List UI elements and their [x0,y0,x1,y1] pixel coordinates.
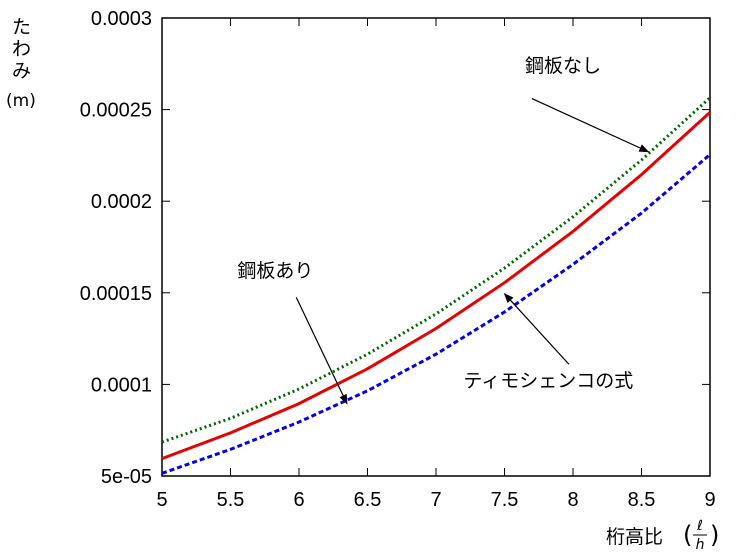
x-axis-label-text: 桁高比 [606,526,663,548]
x-tick-label: 6.5 [354,489,382,511]
x-tick-labels: 5 5.5 6 6.5 7 7.5 8 8.5 9 [156,489,715,511]
y-axis-label-char-1: た [12,16,31,38]
x-tick-label: 6 [293,489,304,511]
series-lines [161,96,712,475]
annotation-arrow-2 [295,297,348,405]
y-axis-unit: (m) [6,91,36,111]
y-axis-label-char-2: わ [12,38,31,60]
y-tick-label: 0.00015 [80,283,152,305]
x-axis-label-denominator: h [696,537,705,553]
x-tick-label: 7 [430,489,441,511]
y-axis-label-char-3: み [12,60,31,82]
axis-ticks [161,17,711,477]
annotation-label-1: 鋼板なし [525,55,601,77]
series-line-1 [161,96,712,444]
x-tick-label: 5 [156,489,167,511]
annotation-arrow-1 [531,98,650,153]
series-line-3 [161,153,711,475]
plot-frame [161,17,711,477]
y-tick-label: 0.00025 [80,100,152,122]
y-tick-labels: 5e-05 0.0001 0.00015 0.0002 0.00025 0.0003 [80,8,152,488]
x-axis-label: 桁高比 ( ℓ h ) [606,518,719,553]
series-line-2 [161,111,712,461]
x-axis-label-numerator: ℓ [696,518,703,534]
x-tick-label: 8 [567,489,578,511]
x-tick-label: 7.5 [491,489,519,511]
x-axis-label-close-paren: ) [710,521,719,549]
y-tick-label: 5e-05 [101,466,152,488]
annotation-label-2: 鋼板あり [237,260,313,282]
annotation-arrow-3 [503,292,570,365]
x-axis-label-open-paren: ( [683,521,692,549]
y-tick-label: 0.0003 [91,8,152,30]
x-tick-label: 9 [704,489,715,511]
annotation-label-3: ティモシェンコの式 [463,370,633,392]
y-tick-label: 0.0001 [91,374,152,396]
y-tick-label: 0.0002 [91,191,152,213]
x-tick-label: 8.5 [628,489,656,511]
x-tick-label: 5.5 [217,489,245,511]
y-axis-label: た わ み (m) [6,16,36,111]
